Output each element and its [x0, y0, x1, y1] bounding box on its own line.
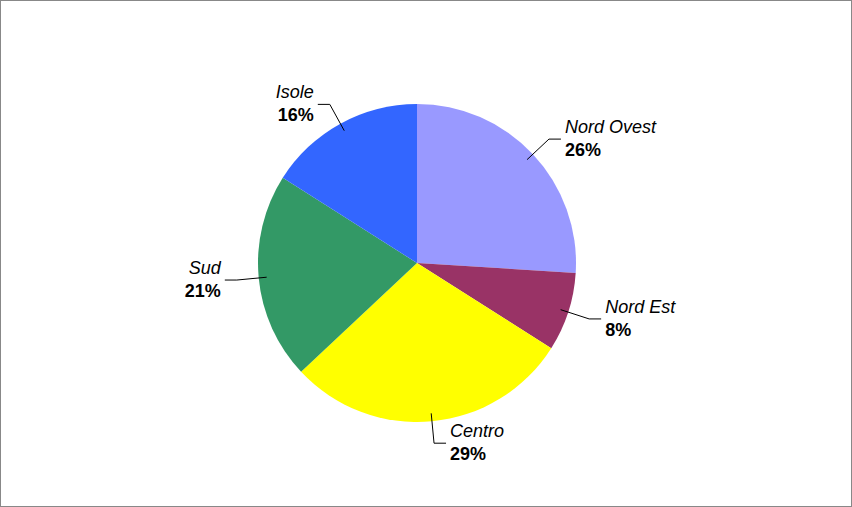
svg-text:16%: 16% [278, 105, 314, 125]
svg-text:Nord Ovest: Nord Ovest [565, 117, 657, 137]
svg-text:21%: 21% [185, 281, 221, 301]
svg-text:Sud: Sud [189, 258, 222, 278]
svg-text:29%: 29% [450, 444, 486, 464]
svg-text:Isole: Isole [276, 82, 314, 102]
svg-text:8%: 8% [605, 320, 631, 340]
svg-text:26%: 26% [565, 140, 601, 160]
svg-text:Centro: Centro [450, 421, 504, 441]
svg-text:Nord Est: Nord Est [605, 297, 676, 317]
